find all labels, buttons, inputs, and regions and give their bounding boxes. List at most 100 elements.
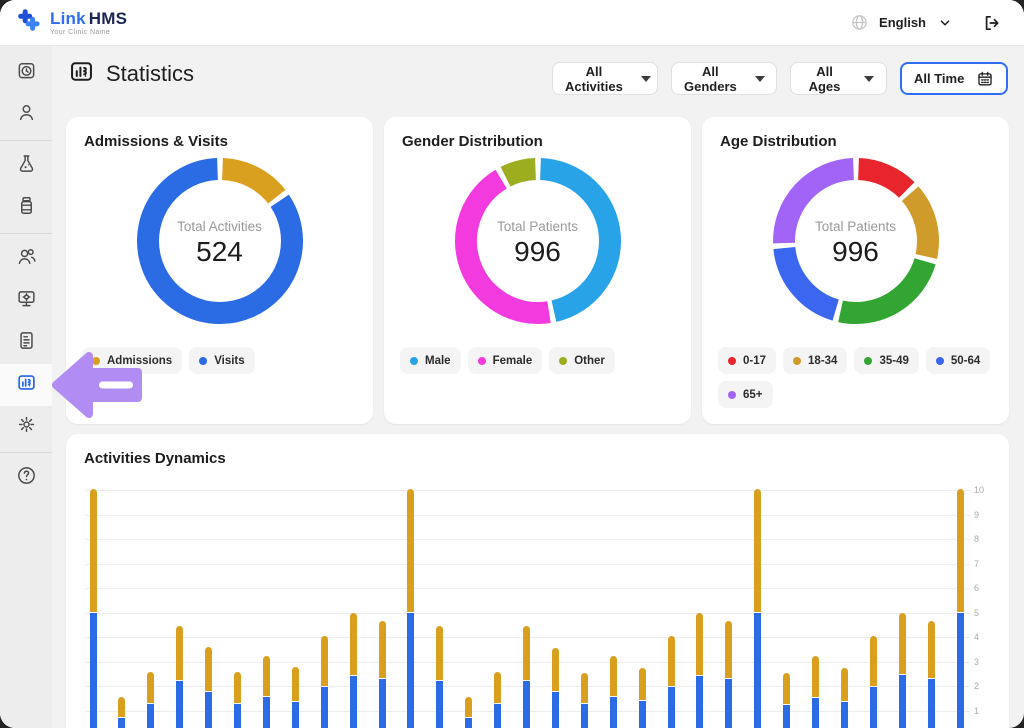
visits-segment <box>956 612 964 728</box>
admissions-segment <box>754 489 762 612</box>
stacked-bar-3 <box>147 671 155 728</box>
visits-segment <box>725 679 733 728</box>
admissions-segment <box>840 667 848 702</box>
legend-label: Male <box>425 354 451 367</box>
gridline <box>85 563 970 565</box>
admissions-visits-donut-chart <box>135 158 305 330</box>
filter-all-ages[interactable]: All Ages <box>790 62 887 95</box>
top-bar: Link HMS Your Clinic Name English <box>0 0 1024 46</box>
admissions-segment <box>378 621 386 678</box>
donut-segment-35-49 <box>837 257 936 324</box>
visits-segment <box>234 704 241 728</box>
visits-segment <box>89 612 97 728</box>
stacked-bar-13 <box>436 626 444 728</box>
legend-label: 0-17 <box>743 354 767 367</box>
admissions-segment <box>494 671 502 704</box>
stacked-bar-5 <box>205 647 213 728</box>
summary-cards: Admissions & Visits Total Activities 524… <box>66 117 1009 424</box>
stacked-bar-29 <box>898 613 906 728</box>
stacked-bar-26 <box>812 655 819 728</box>
sidebar-item-pharmacy[interactable] <box>0 187 52 229</box>
visits-segment <box>609 697 617 728</box>
visits-segment <box>494 704 502 728</box>
legend-dot <box>92 356 100 365</box>
language-selector-label[interactable]: English <box>879 15 926 30</box>
dropdown-caret-icon <box>864 75 874 82</box>
filter-all-genders[interactable]: All Genders <box>671 62 777 95</box>
admissions-segment <box>551 648 559 692</box>
sidebar-item-help[interactable] <box>0 457 52 499</box>
legend-chip-admissions: Admissions <box>82 347 183 374</box>
stacked-bar-15 <box>494 671 502 728</box>
filter-all-time[interactable]: All Time <box>900 62 1008 95</box>
filter-label: All Activities <box>565 63 623 94</box>
y-axis-tick-label: 2 <box>974 681 980 691</box>
visits-segment <box>696 676 704 728</box>
legend-chip-0-17: 0-17 <box>718 347 777 374</box>
legend-chip-visits: Visits <box>189 347 255 374</box>
donut-segment-female <box>454 169 551 324</box>
visits-segment <box>638 701 646 728</box>
stacked-bar-30 <box>927 621 935 728</box>
stacked-bar-7 <box>262 655 270 728</box>
legend-dot <box>728 356 736 365</box>
legend-label: 65+ <box>743 388 763 401</box>
gridline <box>85 539 970 540</box>
legend-chip-other: Other <box>549 347 615 374</box>
legend-chip-18-34: 18-34 <box>783 347 848 374</box>
stacked-bar-14 <box>465 697 473 728</box>
stacked-bar-4 <box>176 626 184 728</box>
filter-all-activities[interactable]: All Activities <box>552 62 658 95</box>
gender-distribution-donut-chart <box>453 158 623 330</box>
logout-icon[interactable] <box>982 13 1002 33</box>
stacked-bar-10 <box>349 612 357 728</box>
legend-dot <box>935 356 944 365</box>
sidebar-item-statistics[interactable] <box>0 364 52 406</box>
visits-segment <box>840 702 848 728</box>
y-axis-tick-label: 8 <box>974 534 980 544</box>
admissions-segment <box>291 666 299 701</box>
page-title: Statistics <box>106 61 195 86</box>
globe-icon <box>850 13 869 32</box>
legend-label: Admissions <box>107 354 173 367</box>
admissions-segment <box>234 671 241 704</box>
stacked-bar-6 <box>234 671 241 728</box>
stacked-bar-12 <box>407 489 415 728</box>
monitor-gear-icon <box>16 288 37 314</box>
legend-dot <box>410 356 418 365</box>
legend-label: 35-49 <box>879 354 909 367</box>
visits-segment <box>407 612 415 728</box>
sidebar-item-laboratory[interactable] <box>0 145 52 187</box>
gridline <box>85 490 970 491</box>
medical-cross-icon <box>16 7 42 38</box>
visits-segment <box>118 717 126 728</box>
filter-label: All Ages <box>808 63 841 94</box>
sidebar-item-appointments[interactable] <box>0 52 52 94</box>
sidebar-item-settings[interactable] <box>0 406 52 448</box>
donut-segment-male <box>539 158 621 322</box>
help-icon <box>16 465 37 491</box>
sidebar-item-admin[interactable] <box>0 280 52 322</box>
admissions-segment <box>725 621 733 679</box>
y-axis-tick-label: 7 <box>974 558 980 569</box>
admissions-visits-card: Admissions & Visits Total Activities 524… <box>66 117 373 424</box>
app-logo[interactable]: Link HMS Your Clinic Name <box>0 7 127 38</box>
legend-chip-35-49: 35-49 <box>854 347 919 374</box>
stacked-bar-11 <box>378 621 386 728</box>
visits-segment <box>147 704 155 728</box>
sidebar-item-patients[interactable] <box>0 94 52 136</box>
sidebar-item-staff[interactable] <box>0 238 52 280</box>
sidebar-item-billing[interactable] <box>0 322 52 364</box>
visits-segment <box>783 705 791 728</box>
y-axis-tick-label: 5 <box>974 607 980 618</box>
visits-segment <box>898 675 906 728</box>
brand-tagline: Your Clinic Name <box>50 28 111 36</box>
stacked-bar-20 <box>638 667 646 728</box>
visits-segment <box>927 678 935 728</box>
y-axis-tick-label: 4 <box>974 632 980 642</box>
medicine-bottle-icon <box>16 195 37 221</box>
stacked-bar-17 <box>551 648 559 728</box>
chevron-down-icon[interactable] <box>938 16 952 30</box>
legend-dot <box>199 356 208 365</box>
admissions-segment <box>118 697 126 717</box>
